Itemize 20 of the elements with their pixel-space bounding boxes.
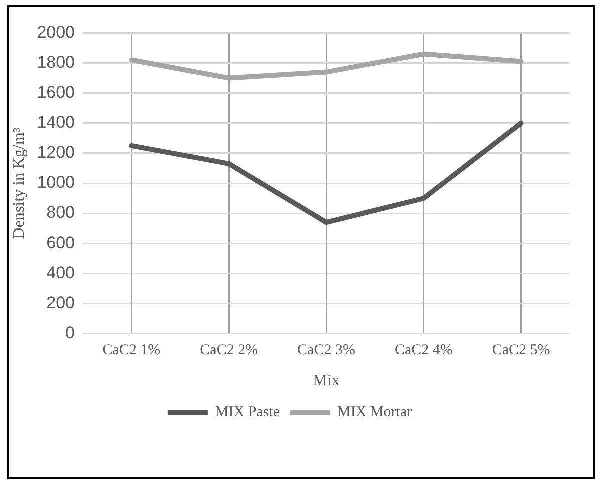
y-tick-label: 2000: [37, 22, 76, 42]
legend-label: MIX Paste: [215, 404, 280, 420]
y-tick-label: 0: [66, 323, 76, 342]
y-axis-title: Density in Kg/m³: [10, 128, 28, 240]
x-tick-label: CaC2 3%: [298, 342, 356, 359]
y-tick-label: 600: [46, 233, 76, 252]
y-tick-label: 1800: [37, 52, 76, 72]
y-tick-label: 400: [46, 263, 76, 282]
x-tick-label: CaC2 5%: [492, 342, 550, 359]
x-tick-label: CaC2 4%: [394, 342, 453, 359]
y-tick-label: 1600: [37, 83, 76, 102]
x-tick-label: CaC2 1%: [102, 342, 161, 359]
y-tick-label: 800: [46, 203, 76, 222]
legend-label: MIX Mortar: [338, 404, 412, 420]
y-tick-label: 1200: [37, 143, 76, 162]
x-tick-label: CaC2 2%: [200, 342, 258, 359]
y-tick-label: 1000: [37, 173, 76, 192]
x-axis-title: Mix: [313, 372, 340, 390]
y-tick-label: 1400: [37, 113, 76, 132]
y-tick-label: 200: [46, 293, 76, 312]
